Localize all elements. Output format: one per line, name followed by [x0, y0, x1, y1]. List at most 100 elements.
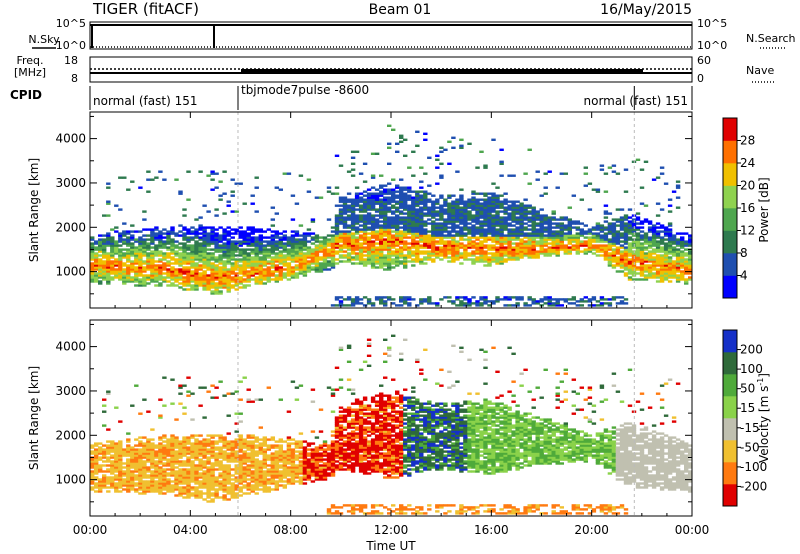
heatmap-cell	[583, 166, 589, 169]
heatmap-cell	[511, 220, 516, 223]
heatmap-cell	[535, 224, 540, 227]
heatmap-cell	[162, 252, 167, 255]
heatmap-cell	[455, 242, 460, 245]
heatmap-cell	[499, 298, 504, 301]
heatmap-cell	[114, 248, 119, 251]
heatmap-cell	[202, 242, 207, 245]
heatmap-cell	[230, 492, 235, 495]
heatmap-cell	[411, 232, 416, 235]
heatmap-cell	[290, 238, 296, 241]
heatmap-cell	[391, 230, 396, 233]
heatmap-cell	[619, 270, 625, 273]
heatmap-cell	[551, 234, 556, 237]
heatmap-cell	[475, 220, 480, 223]
heatmap-cell	[210, 286, 215, 289]
heatmap-cell	[615, 296, 621, 299]
heatmap-cell	[190, 454, 195, 457]
heatmap-cell	[90, 278, 95, 281]
heatmap-cell	[559, 172, 565, 175]
heatmap-cell	[439, 196, 444, 199]
heatmap-cell	[411, 200, 416, 203]
heatmap-cell	[451, 200, 456, 203]
heatmap-cell	[579, 234, 585, 237]
heatmap-cell	[134, 246, 139, 249]
heatmap-cell	[503, 248, 508, 251]
heatmap-cell	[234, 232, 239, 235]
heatmap-cell	[439, 146, 444, 149]
heatmap-cell	[190, 272, 195, 275]
heatmap-cell	[358, 242, 364, 245]
heatmap-cell	[174, 484, 179, 487]
heatmap-cell	[499, 248, 504, 251]
heatmap-cell	[435, 248, 440, 251]
heatmap-cell	[383, 230, 388, 233]
heatmap-cell	[142, 484, 147, 487]
heatmap-cell	[158, 450, 163, 453]
heatmap-cell	[90, 256, 95, 259]
heatmap-cell	[623, 298, 629, 301]
heatmap-cell	[234, 268, 239, 271]
heatmap-cell	[354, 256, 360, 259]
heatmap-cell	[467, 216, 472, 219]
heatmap-cell	[306, 266, 312, 269]
heatmap-cell	[387, 266, 392, 269]
heatmap-cell	[671, 270, 677, 273]
heatmap-cell	[427, 208, 432, 211]
heatmap-cell	[439, 248, 444, 251]
heatmap-cell	[366, 262, 372, 265]
heatmap-cell	[411, 198, 416, 201]
heatmap-cell	[419, 298, 424, 301]
heatmap-cell	[623, 214, 629, 217]
heatmap-cell	[391, 212, 396, 215]
heatmap-cell	[238, 252, 243, 255]
heatmap-cell	[254, 280, 259, 283]
heatmap-cell	[242, 272, 247, 275]
heatmap-cell	[527, 210, 532, 213]
heatmap-cell	[322, 254, 328, 257]
heatmap-cell	[487, 200, 492, 203]
heatmap-cell	[515, 218, 520, 221]
heatmap-cell	[467, 212, 472, 215]
heatmap-cell	[523, 216, 528, 219]
heatmap-cell	[102, 238, 107, 241]
heatmap-cell	[226, 226, 231, 229]
heatmap-cell	[607, 252, 613, 255]
heatmap-cell	[194, 268, 199, 271]
heatmap-cell	[523, 226, 528, 229]
heatmap-cell	[154, 272, 159, 275]
heatmap-cell	[154, 472, 159, 475]
heatmap-cell	[218, 292, 223, 295]
heatmap-cell	[362, 216, 368, 219]
heatmap-cell	[387, 256, 392, 259]
heatmap-cell	[439, 298, 444, 301]
heatmap-cell	[138, 466, 143, 469]
heatmap-cell	[322, 238, 328, 241]
heatmap-cell	[531, 302, 536, 305]
heatmap-cell	[643, 218, 649, 221]
heatmap-cell	[162, 486, 167, 489]
heatmap-cell	[306, 246, 312, 249]
heatmap-cell	[479, 304, 484, 307]
heatmap-cell	[362, 190, 368, 193]
heatmap-cell	[579, 250, 585, 253]
heatmap-cell	[587, 232, 593, 235]
heatmap-cell	[403, 248, 408, 251]
heatmap-cell	[366, 232, 372, 235]
heatmap-cell	[559, 246, 565, 249]
heatmap-cell	[342, 206, 348, 209]
heatmap-cell	[170, 452, 175, 455]
heatmap-cell	[118, 252, 123, 255]
heatmap-cell	[142, 474, 147, 477]
heatmap-cell	[643, 240, 649, 243]
heatmap-cell	[491, 182, 496, 185]
heatmap-cell	[463, 304, 468, 307]
heatmap-cell	[407, 304, 412, 307]
heatmap-cell	[358, 298, 364, 301]
heatmap-cell	[475, 198, 480, 201]
heatmap-cell	[487, 228, 492, 231]
heatmap-cell	[483, 216, 488, 219]
heatmap-cell	[531, 244, 536, 247]
heatmap-cell	[222, 278, 227, 281]
heatmap-cell	[242, 268, 247, 271]
heatmap-cell	[174, 460, 179, 463]
